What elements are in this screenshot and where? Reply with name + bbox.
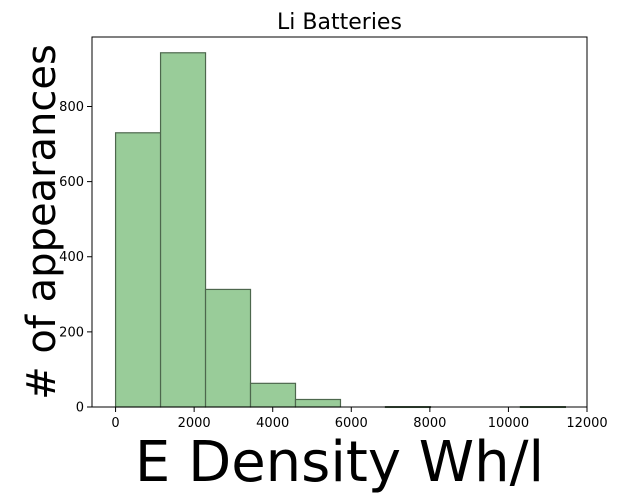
y-axis-ticks: 0 200 400 600 800	[59, 100, 92, 416]
x-tick-label: 8000	[413, 416, 446, 431]
y-tick-label: 400	[59, 250, 84, 265]
histogram-bar-3	[249, 382, 297, 408]
x-tick-label: 4000	[256, 416, 289, 431]
x-axis-ticks: 0 2000 4000 6000 8000 10000 12000	[111, 407, 608, 431]
histogram-bar-2	[204, 288, 252, 408]
x-tick-label: 0	[111, 416, 119, 431]
histogram-bar-1	[159, 52, 207, 408]
x-tick-label: 10000	[488, 416, 529, 431]
y-tick-label: 200	[59, 325, 84, 340]
x-tick-label: 12000	[566, 416, 607, 431]
histogram-bar-0	[114, 132, 162, 408]
histogram-bar-4	[294, 398, 342, 408]
y-tick-label: 600	[59, 175, 84, 190]
y-tick-label: 0	[76, 401, 84, 416]
bars-group	[114, 52, 566, 409]
x-tick-label: 2000	[178, 416, 211, 431]
chart-title: Li Batteries	[277, 10, 402, 35]
y-tick-label: 800	[59, 100, 84, 115]
y-axis-label: # of appearances	[19, 44, 65, 400]
x-axis-label: E Density Wh/l	[135, 430, 544, 495]
plot-area-frame	[91, 36, 588, 408]
x-tick-label: 6000	[335, 416, 368, 431]
